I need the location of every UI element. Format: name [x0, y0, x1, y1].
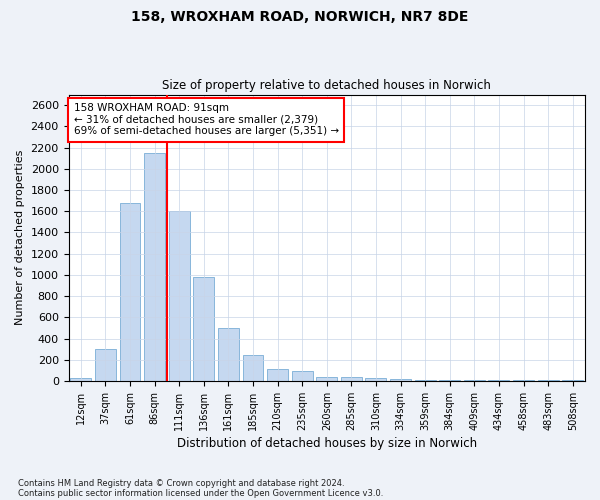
Bar	[390, 379, 411, 381]
Text: Contains HM Land Registry data © Crown copyright and database right 2024.: Contains HM Land Registry data © Crown c…	[18, 478, 344, 488]
Text: 158 WROXHAM ROAD: 91sqm
← 31% of detached houses are smaller (2,379)
69% of semi: 158 WROXHAM ROAD: 91sqm ← 31% of detache…	[74, 103, 339, 136]
Bar	[95, 349, 116, 381]
Bar	[341, 376, 362, 381]
Bar	[365, 378, 386, 381]
Bar	[513, 380, 534, 381]
Bar	[488, 380, 509, 381]
Bar	[292, 372, 313, 381]
Bar	[119, 203, 140, 381]
Bar	[267, 369, 288, 381]
Bar	[562, 380, 583, 381]
Bar	[316, 376, 337, 381]
Bar	[70, 378, 91, 381]
Bar	[538, 380, 559, 381]
Text: Contains public sector information licensed under the Open Government Licence v3: Contains public sector information licen…	[18, 488, 383, 498]
Bar	[242, 355, 263, 381]
Bar	[193, 277, 214, 381]
Text: 158, WROXHAM ROAD, NORWICH, NR7 8DE: 158, WROXHAM ROAD, NORWICH, NR7 8DE	[131, 10, 469, 24]
Title: Size of property relative to detached houses in Norwich: Size of property relative to detached ho…	[163, 79, 491, 92]
Y-axis label: Number of detached properties: Number of detached properties	[15, 150, 25, 326]
Bar	[439, 380, 460, 381]
Bar	[218, 328, 239, 381]
Bar	[169, 211, 190, 381]
X-axis label: Distribution of detached houses by size in Norwich: Distribution of detached houses by size …	[177, 437, 477, 450]
Bar	[144, 153, 165, 381]
Bar	[415, 380, 436, 381]
Bar	[464, 380, 485, 381]
